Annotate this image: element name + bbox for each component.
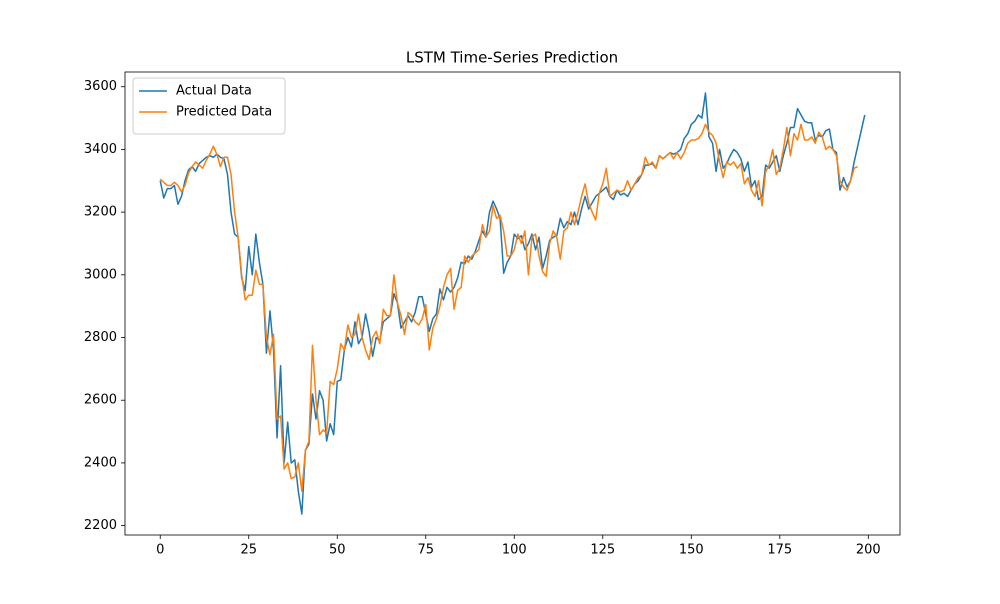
chart-title: LSTM Time-Series Prediction <box>406 49 618 67</box>
y-tick-label: 2800 <box>84 330 117 345</box>
x-tick-label: 150 <box>679 543 704 558</box>
x-tick-label: 50 <box>329 543 346 558</box>
data-line <box>159 123 858 492</box>
y-tick-label: 2200 <box>84 518 117 533</box>
plot-frame <box>124 71 901 536</box>
x-tick-label: 175 <box>767 543 792 558</box>
y-tick-label: 3600 <box>84 79 117 94</box>
data-line <box>159 92 866 515</box>
x-tick-label: 75 <box>417 543 434 558</box>
x-tick-label: 25 <box>240 543 257 558</box>
y-tick-label: 3400 <box>84 142 117 157</box>
legend-box <box>132 77 286 135</box>
x-tick-label: 100 <box>502 543 527 558</box>
x-tick-label: 125 <box>590 543 615 558</box>
y-tick-label: 3200 <box>84 205 117 220</box>
legend-label: Actual Data <box>176 84 252 99</box>
y-tick-label: 3000 <box>84 267 117 282</box>
x-tick-label: 200 <box>856 543 881 558</box>
x-tick-label: 0 <box>156 543 164 558</box>
legend: Actual Data Predicted Data <box>132 77 286 135</box>
y-tick-label: 2600 <box>84 393 117 408</box>
legend-label: Predicted Data <box>176 105 272 120</box>
y-tick-label: 2400 <box>84 455 117 470</box>
